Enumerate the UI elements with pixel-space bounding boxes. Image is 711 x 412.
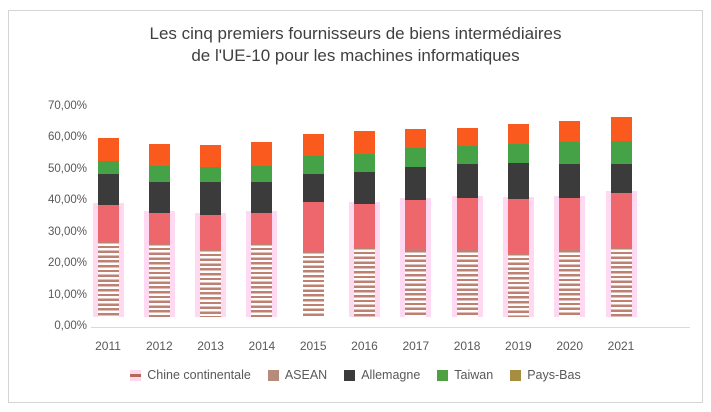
bar-segment-taiwan[interactable] <box>559 141 581 164</box>
bar-segment-chine-continentale[interactable] <box>456 250 478 317</box>
legend-label: Pays-Bas <box>527 368 581 382</box>
bar-segment-chine-continentale[interactable] <box>507 253 529 317</box>
bar-segment-chine-continentale[interactable] <box>405 250 427 317</box>
bar-segment-chine-continentale[interactable] <box>200 248 222 317</box>
legend-item-chine-continentale[interactable]: Chine continentale <box>130 368 251 382</box>
bar-segment-pays-bas[interactable] <box>456 127 478 146</box>
y-tick-label: 20,00% <box>47 257 87 270</box>
bar-segment-pays-bas[interactable] <box>97 138 119 162</box>
legend-item-asean[interactable]: ASEAN <box>267 368 328 382</box>
x-tick-label-2017: 2017 <box>402 339 430 353</box>
chart-card: Les cinq premiers fournisseurs de biens … <box>8 10 703 403</box>
x-tick-label-2020: 2020 <box>556 339 584 353</box>
bar-segment-pays-bas[interactable] <box>148 143 170 166</box>
bar-segment-chine-continentale[interactable] <box>148 243 170 317</box>
y-tick-label: 0,00% <box>54 320 87 332</box>
bar-segment-asean[interactable] <box>507 199 529 254</box>
bar-segment-allemagne[interactable] <box>456 164 478 198</box>
bar-segment-taiwan[interactable] <box>507 143 529 163</box>
bar-segment-taiwan[interactable] <box>456 145 478 165</box>
legend-label: Taiwan <box>454 368 494 382</box>
bar-segment-allemagne[interactable] <box>507 162 529 200</box>
legend-item-taiwan[interactable]: Taiwan <box>437 368 493 382</box>
x-tick-label-2013: 2013 <box>197 339 224 353</box>
y-tick-label: 10,00% <box>47 288 87 301</box>
x-tick-label-2019: 2019 <box>505 339 532 353</box>
bar-segment-allemagne[interactable] <box>354 172 375 204</box>
bar-segment-allemagne[interactable] <box>302 173 324 203</box>
bar-segment-taiwan[interactable] <box>405 148 427 167</box>
bar-segment-taiwan[interactable] <box>97 161 119 174</box>
bar-segment-asean[interactable] <box>97 205 119 241</box>
bar-segment-pays-bas[interactable] <box>559 120 581 142</box>
chart-title: Les cinq premiers fournisseurs de biens … <box>9 23 702 67</box>
y-tick-label: 40,00% <box>47 194 87 207</box>
legend-item-pays-bas[interactable]: Pays-Bas <box>510 368 581 382</box>
bar-segment-allemagne[interactable] <box>405 166 427 200</box>
bar-segment-taiwan[interactable] <box>354 153 375 173</box>
plot-area: 70,00% 60,00% 50,00% 40,00% 30,00% 20,00% 10,0… <box>9 11 702 402</box>
bar-segment-taiwan[interactable] <box>302 156 324 174</box>
bar-segment-chine-continentale[interactable] <box>97 240 119 317</box>
legend-swatch-icon <box>510 369 522 381</box>
bar-segment-taiwan[interactable] <box>251 165 273 183</box>
x-tick-label-2018: 2018 <box>453 339 481 353</box>
y-tick-label: 30,00% <box>47 225 87 238</box>
bar-segment-asean[interactable] <box>456 197 478 251</box>
bar-segment-chine-continentale[interactable] <box>251 243 273 317</box>
legend-swatch-icon <box>344 369 356 381</box>
bar-segment-allemagne[interactable] <box>148 182 170 213</box>
bar-segment-chine-continentale[interactable] <box>610 247 632 317</box>
bar-segment-pays-bas[interactable] <box>610 117 632 142</box>
bar-segment-chine-continentale[interactable] <box>559 250 581 317</box>
bar-segment-chine-continentale[interactable] <box>354 246 375 317</box>
bar-segment-taiwan[interactable] <box>610 141 632 164</box>
legend-item-allemagne[interactable]: Allemagne <box>344 368 420 382</box>
x-axis-line <box>91 327 690 328</box>
x-tick-label-2014: 2014 <box>248 339 276 353</box>
y-tick-label: 60,00% <box>47 131 87 144</box>
y-tick-label: 70,00% <box>47 100 87 112</box>
legend-label: Chine continentale <box>147 368 251 382</box>
bar-segment-allemagne[interactable] <box>559 163 581 198</box>
x-tick-label-2015: 2015 <box>299 339 327 353</box>
legend-swatch-icon <box>130 369 142 381</box>
x-tick-label-2016: 2016 <box>351 339 378 353</box>
x-tick-label-2012: 2012 <box>145 339 173 353</box>
bar-segment-asean[interactable] <box>354 203 375 247</box>
bar-segment-asean[interactable] <box>405 199 427 251</box>
legend-label: Allemagne <box>361 368 421 382</box>
bar-segment-allemagne[interactable] <box>610 163 632 193</box>
bar-segment-pays-bas[interactable] <box>302 133 324 157</box>
y-tick-label: 50,00% <box>47 162 87 175</box>
bar-segment-pays-bas[interactable] <box>354 130 375 154</box>
bar-segment-asean[interactable] <box>251 212 273 244</box>
chart-title-line2: de l'UE-10 pour les machines informatiqu… <box>191 46 520 65</box>
bar-segment-asean[interactable] <box>559 197 581 251</box>
chart-title-line1: Les cinq premiers fournisseurs de biens … <box>149 24 562 43</box>
bar-segment-pays-bas[interactable] <box>507 124 529 144</box>
legend-label: ASEAN <box>284 368 328 382</box>
bar-segment-asean[interactable] <box>200 214 222 249</box>
bar-segment-pays-bas[interactable] <box>200 144 222 167</box>
bar-segment-allemagne[interactable] <box>251 182 273 213</box>
x-tick-label-2021: 2021 <box>607 339 635 353</box>
bar-segment-asean[interactable] <box>610 192 632 248</box>
bar-segment-pays-bas[interactable] <box>405 129 427 149</box>
x-tick-label-2011: 2011 <box>95 339 121 353</box>
bar-segment-taiwan[interactable] <box>200 166 222 183</box>
legend: Chine continentale ASEAN Allemagne Taiwan Pa… <box>9 368 702 382</box>
bar-segment-pays-bas[interactable] <box>251 141 273 166</box>
legend-swatch-icon <box>437 369 449 381</box>
bar-segment-allemagne[interactable] <box>97 173 119 206</box>
legend-swatch-icon <box>267 369 279 381</box>
bar-segment-chine-continentale[interactable] <box>302 251 324 317</box>
bar-segment-asean[interactable] <box>302 202 324 251</box>
bar-segment-allemagne[interactable] <box>200 182 222 215</box>
bar-segment-asean[interactable] <box>148 212 170 244</box>
bar-segment-taiwan[interactable] <box>148 165 170 183</box>
